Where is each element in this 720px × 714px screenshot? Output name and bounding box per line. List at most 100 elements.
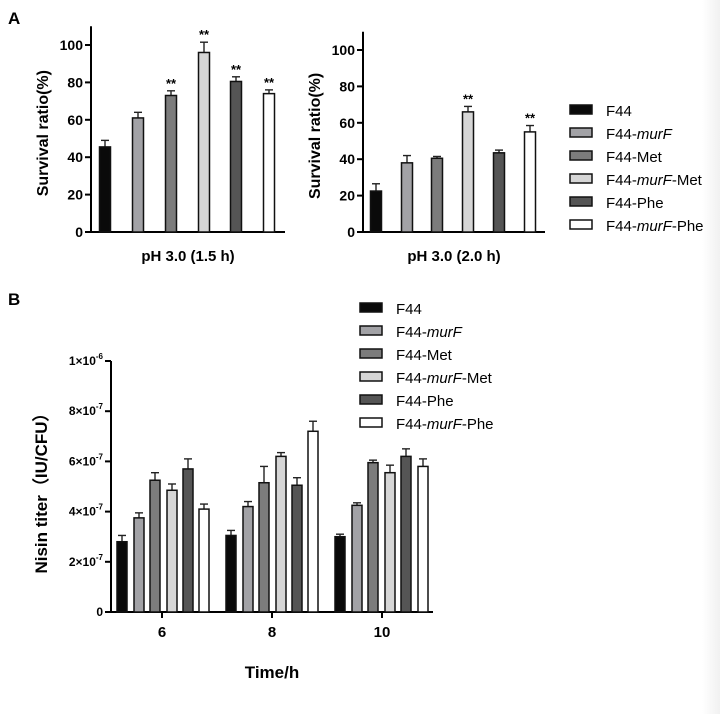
significance-mark: ** [463,91,474,106]
bar-F44-Phe [229,80,243,233]
y-axis-label: Nisin titer（IU/CFU） [31,404,51,573]
y-tick-label: 0 [75,224,83,240]
x-axis-label: pH 3.0 (1.5 h) [141,248,234,265]
page-edge [702,0,720,714]
y-tick-base: 2×10 [69,555,96,569]
legend-swatch [569,150,593,161]
y-tick-exponent: -7 [96,452,104,461]
y-tick-base: 0 [96,605,103,619]
legend-a: F44F44-murFF44-MetF44-murF-MetF44-PheF44… [569,103,704,235]
x-tick-label: 6 [158,624,166,641]
y-tick-label: 60 [67,112,83,128]
legend-swatch [569,104,593,115]
x-tick-label: 10 [374,624,391,641]
bar-F44-Phe [492,152,506,233]
y-tick-base: 6×10 [69,454,96,468]
panel-label: A [8,9,20,28]
y-tick-label: 60 [339,115,355,131]
legend-label-part: F44- [606,126,637,143]
y-tick-label: 0 [96,605,103,619]
y-tick-base: 4×10 [69,505,96,519]
legend-label-part: F44- [396,324,427,341]
legend-label: F44-murF-Met [606,172,703,189]
bar-F44 [98,146,112,233]
legend-label-part: -Phe [672,218,704,235]
legend-swatch [569,127,593,138]
bar-F44-murF [400,162,414,233]
significance-mark: ** [199,27,210,42]
y-tick-label: 1×10-6 [69,352,104,368]
bar-F44-Met [258,481,270,613]
bar-F44-murF-Met [384,471,396,613]
y-tick-label: 20 [339,188,355,204]
legend-label-part: murF [427,324,463,341]
y-tick-exponent: -7 [96,402,104,411]
significance-mark: ** [525,111,536,126]
legend-swatch [359,394,383,405]
legend-swatch [569,219,593,230]
legend-label: F44 [606,103,632,120]
bar-F44 [116,540,128,613]
bar-F44-murF [351,504,363,613]
bar-F44-murF-Phe [307,430,319,613]
legend-label-part: F44-Phe [396,393,454,410]
legend-label-part: -Phe [462,416,494,433]
y-tick-label: 20 [67,187,83,203]
y-tick-exponent: -6 [96,352,104,361]
x-tick-label: 8 [268,624,276,641]
legend-label: F44-Phe [396,393,454,410]
panel-label: B [8,290,20,309]
survival-chart-1: A 0 20 40 60 80 100 Survival ratio(%) pH 3.0 (1.… [8,9,285,265]
legend-label: F44-murF-Phe [606,218,704,235]
y-tick-exponent: -7 [96,553,104,562]
y-tick-label: 8×10-7 [69,402,104,418]
bar-F44-murF-Phe [262,92,276,233]
legend-label: F44-murF [396,324,463,341]
y-tick-label: 80 [339,78,355,94]
bar-F44-murF-Met [275,455,287,613]
bar-F44-Met [430,157,444,233]
x-axis-label: pH 3.0 (2.0 h) [407,248,500,265]
y-tick-label: 80 [67,74,83,90]
legend-label-part: murF [637,172,673,189]
bar-F44-Met [149,479,161,613]
bar-F44-Met [164,94,178,233]
bar-F44-murF-Met [461,111,475,233]
bar-F44-murF [131,117,145,233]
legend-label: F44-murF-Phe [396,416,494,433]
bar-F44-Phe [291,484,303,613]
bar-F44-Phe [400,455,412,613]
nisin-titer-chart: B02×10-74×10-76×10-78×10-71×10-66 8 10Nisi… [8,290,433,682]
y-tick-exponent: -7 [96,503,104,512]
y-axis-label: Survival ratio(%) [307,73,324,199]
legend-swatch [359,325,383,336]
legend-label: F44-Met [396,347,453,364]
legend-label-part: -Met [672,172,703,189]
legend-label-part: murF [637,126,673,143]
bar-F44-murF [133,517,145,613]
legend-label: F44 [396,301,422,318]
legend-label-part: F44- [606,218,637,235]
legend-label-part: F44 [606,103,632,120]
bar-F44-Phe [182,468,194,613]
y-tick-label: 0 [347,224,355,240]
bar-F44-murF-Phe [523,131,537,233]
y-tick-label: 6×10-7 [69,452,104,468]
bar-F44-Met [367,461,379,613]
legend-label-part: F44- [396,370,427,387]
legend-swatch [359,348,383,359]
legend-label: F44-murF [606,126,673,143]
y-tick-label: 4×10-7 [69,503,104,519]
legend-label-part: F44-Phe [606,195,664,212]
bar-F44 [369,190,383,233]
legend-swatch [359,417,383,428]
legend-label: F44-Met [606,149,663,166]
bar-F44-murF-Met [197,51,211,233]
bar-F44-murF-Phe [198,508,210,613]
survival-chart-2: 0 20 40 60 80 100 Survival ratio(%) pH 3.0 (2.0… [307,31,545,265]
legend-label-part: F44-Met [396,347,453,364]
legend-label: F44-Phe [606,195,664,212]
legend-label-part: murF [427,416,463,433]
y-tick-label: 40 [67,149,83,165]
